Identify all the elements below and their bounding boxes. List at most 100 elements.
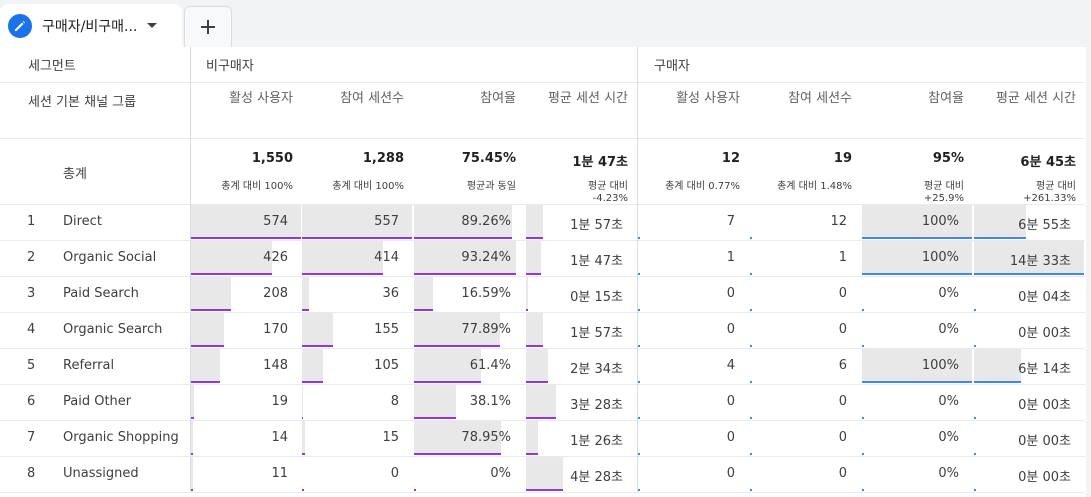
divider xyxy=(0,384,1085,385)
value-bar xyxy=(191,205,301,239)
value-bar-underline xyxy=(974,345,976,347)
cell-value: 93.24% xyxy=(461,250,511,265)
cell-value: 77.89% xyxy=(461,322,511,337)
channel-label[interactable]: Paid Search xyxy=(63,286,139,301)
scrollbar[interactable] xyxy=(1086,47,1091,497)
add-tab-button[interactable] xyxy=(184,6,232,47)
cell-value: 38.1% xyxy=(469,394,511,409)
cell-value: 0분 00초 xyxy=(1018,470,1071,485)
table-row[interactable]: 7 Organic Shopping 14 15 78.95% 1분 26초 0 0 0% 0분 … xyxy=(0,420,1085,456)
metric-header[interactable]: 참여율 xyxy=(480,91,516,106)
total-value: 6분 45초 xyxy=(1020,155,1076,170)
metric-header[interactable]: 참여율 xyxy=(928,91,964,106)
cell-value: 414 xyxy=(374,250,399,265)
total-comparison-delta: +261.33% xyxy=(1023,193,1076,204)
channel-label[interactable]: Referral xyxy=(63,358,115,373)
total-comparison: 총계 대비 100% xyxy=(221,181,293,192)
cell-value: 4 xyxy=(726,358,735,373)
value-bar xyxy=(974,349,1021,383)
value-bar xyxy=(526,385,556,419)
value-bar-underline xyxy=(974,417,976,419)
table-row[interactable]: 2 Organic Social 426 414 93.24% 1분 47초 1 1 100% 1… xyxy=(0,240,1085,276)
divider xyxy=(0,82,1085,83)
total-comparison-delta: +25.9% xyxy=(923,193,964,204)
value-bar-underline xyxy=(191,417,194,419)
cell-value: 7 xyxy=(726,214,735,229)
value-bar xyxy=(302,421,305,455)
cell-value: 105 xyxy=(374,358,399,373)
value-bar-underline xyxy=(526,345,543,347)
metric-header[interactable]: 평균 세션 시간 xyxy=(995,91,1076,106)
metric-header[interactable]: 활성 사용자 xyxy=(229,91,293,106)
value-bar-underline xyxy=(750,489,752,491)
metric-header[interactable]: 평균 세션 시간 xyxy=(547,91,628,106)
metric-header[interactable]: 참여 세션수 xyxy=(340,91,404,106)
cell-value: 0% xyxy=(938,394,959,409)
value-bar xyxy=(414,385,456,419)
value-bar-underline xyxy=(526,489,563,491)
value-bar xyxy=(302,385,303,419)
channel-label[interactable]: Organic Shopping xyxy=(63,430,179,445)
value-bar-underline xyxy=(750,309,752,311)
table-row[interactable]: 3 Paid Search 208 36 16.59% 0분 15초 0 0 0% 0분 04초 xyxy=(0,276,1085,312)
cell-value: 14분 33초 xyxy=(1009,254,1071,269)
cell-value: 16.59% xyxy=(461,286,511,301)
cell-value: 100% xyxy=(921,250,959,265)
value-bar-underline xyxy=(191,309,231,311)
cell-value: 1분 47초 xyxy=(570,254,623,269)
table-row[interactable]: 1 Direct 574 557 89.26% 1분 57초 7 12 100% 6분 55초 xyxy=(0,204,1085,240)
channel-label[interactable]: Unassigned xyxy=(63,466,139,481)
cell-value: 100% xyxy=(921,214,959,229)
value-bar-underline xyxy=(750,453,752,455)
table-row[interactable]: 5 Referral 148 105 61.4% 2분 34초 4 6 100% 6분 14초 xyxy=(0,348,1085,384)
channel-label[interactable]: Organic Search xyxy=(63,322,163,337)
table-row[interactable]: 6 Paid Other 19 8 38.1% 3분 28초 0 0 0% 0분 00초 xyxy=(0,384,1085,420)
cell-value: 89.26% xyxy=(461,214,511,229)
value-bar xyxy=(302,277,309,311)
value-bar xyxy=(191,313,224,347)
cell-value: 155 xyxy=(374,322,399,337)
chevron-down-icon[interactable] xyxy=(147,23,158,28)
value-bar xyxy=(191,349,220,383)
divider xyxy=(0,348,1085,349)
channel-label[interactable]: Organic Social xyxy=(63,250,157,265)
metric-header[interactable]: 활성 사용자 xyxy=(676,91,740,106)
total-value: 1,550 xyxy=(251,151,293,166)
value-bar-underline xyxy=(302,273,383,275)
value-bar xyxy=(302,205,412,239)
value-bar-underline xyxy=(302,309,309,311)
value-bar xyxy=(526,241,541,275)
divider xyxy=(0,420,1085,421)
metric-header[interactable]: 참여 세션수 xyxy=(788,91,852,106)
value-bar-underline xyxy=(191,489,193,491)
cell-value: 426 xyxy=(263,250,288,265)
total-value: 1분 47초 xyxy=(572,155,628,170)
cell-value: 557 xyxy=(374,214,399,229)
total-comparison: 총계 대비 100% xyxy=(332,181,404,192)
cell-value: 0분 00초 xyxy=(1018,326,1071,341)
value-bar-underline xyxy=(302,381,323,383)
value-bar-underline xyxy=(862,273,972,275)
cell-value: 170 xyxy=(263,322,288,337)
column-divider xyxy=(190,47,191,492)
pencil-icon[interactable] xyxy=(8,13,32,38)
cell-value: 0 xyxy=(726,394,735,409)
cell-value: 208 xyxy=(263,286,288,301)
table-row[interactable]: 8 Unassigned 11 0 0% 4분 28초 0 0 0% 0분 00초 xyxy=(0,456,1085,492)
divider xyxy=(0,312,1085,313)
cell-value: 0% xyxy=(938,286,959,301)
cell-value: 15 xyxy=(382,430,399,445)
channel-label[interactable]: Paid Other xyxy=(63,394,132,409)
value-bar xyxy=(302,313,333,347)
table-row[interactable]: 4 Organic Search 170 155 77.89% 1분 57초 0 0 0% 0분 … xyxy=(0,312,1085,348)
channel-label[interactable]: Direct xyxy=(63,214,102,229)
cell-value: 11 xyxy=(271,466,288,481)
value-bar xyxy=(526,313,543,347)
row-index: 1 xyxy=(27,214,36,229)
value-bar-underline xyxy=(862,345,864,347)
dimension-header[interactable]: 세션 기본 채널 그룹 xyxy=(28,95,137,110)
totals-label: 총계 xyxy=(63,167,87,182)
tab-buyer-nonbuyer[interactable]: 구매자/비구매... xyxy=(0,4,182,47)
value-bar-underline xyxy=(638,453,640,455)
value-bar xyxy=(414,205,512,239)
